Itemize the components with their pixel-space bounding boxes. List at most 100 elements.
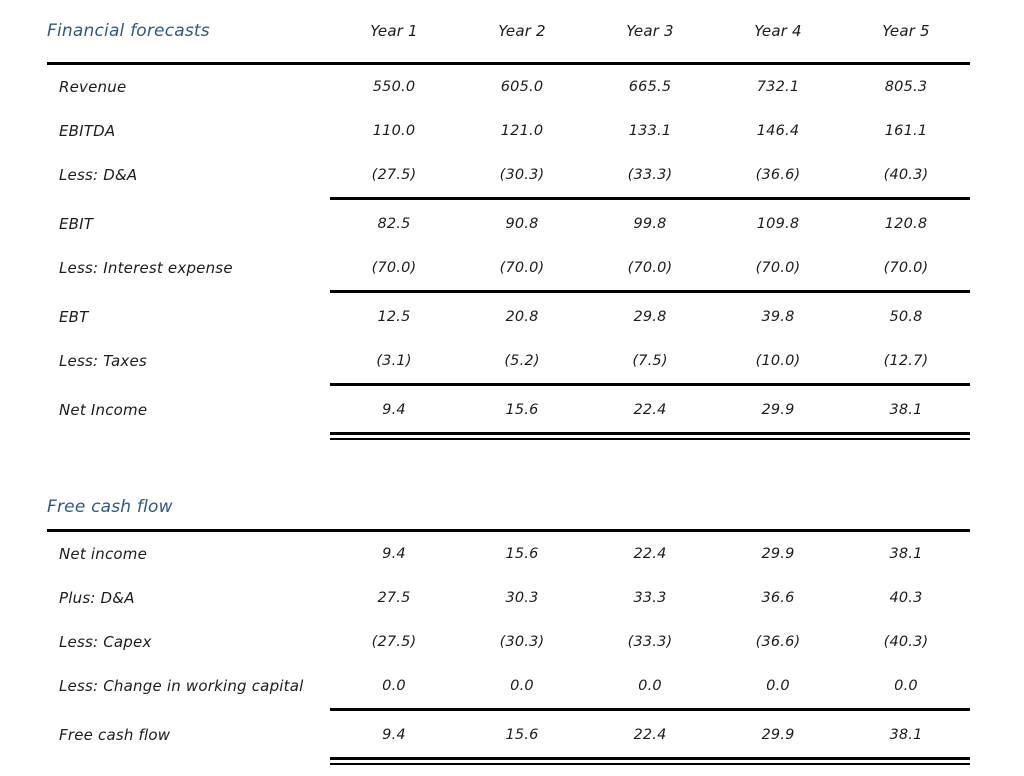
section-free-cash-flow: Free cash flow Net income 9.4 15.6 22.4 … [47, 485, 970, 766]
section-title: Free cash flow [47, 497, 173, 517]
cell-value: 15.6 [505, 727, 539, 743]
row-label: Revenue [59, 78, 127, 96]
row-label: Less: Change in working capital [59, 677, 304, 695]
row-label: Net Income [59, 401, 148, 419]
cell-value: 110.0 [372, 123, 416, 139]
cell-value: 0.0 [382, 678, 406, 694]
cell-value: (36.6) [755, 634, 801, 650]
cell-value: (40.3) [883, 634, 929, 650]
rule-line [330, 757, 970, 760]
cell-value: 38.1 [889, 546, 923, 562]
column-header-year-3: Year 3 [626, 22, 674, 40]
cell-value: 29.9 [761, 402, 795, 418]
header-rule [47, 529, 970, 532]
subtotal-rule [47, 383, 970, 388]
column-header-year-4: Year 4 [754, 22, 802, 40]
cell-value: 22.4 [633, 402, 667, 418]
cell-value: 605.0 [500, 79, 544, 95]
cell-value: 732.1 [756, 79, 800, 95]
header-row: Free cash flow [47, 485, 970, 529]
column-header-year-5: Year 5 [882, 22, 930, 40]
cell-value: 29.8 [633, 309, 667, 325]
column-headers: Year 1 Year 2 Year 3 Year 4 Year 5 [330, 22, 970, 40]
cell-value: 133.1 [628, 123, 672, 139]
row-label: Plus: D&A [59, 589, 135, 607]
rule-line [330, 763, 970, 765]
cell-value: 99.8 [633, 216, 667, 232]
cell-value: 665.5 [628, 79, 672, 95]
section-title: Financial forecasts [47, 21, 210, 41]
cell-value: 109.8 [756, 216, 800, 232]
row-label: Less: Capex [59, 633, 152, 651]
table-row-less-taxes: Less: Taxes (3.1) (5.2) (7.5) (10.0) (12… [47, 339, 970, 383]
row-label: EBT [59, 308, 89, 326]
cell-value: 161.1 [884, 123, 928, 139]
row-label: Less: Interest expense [59, 259, 233, 277]
cell-value: 38.1 [889, 402, 923, 418]
cell-value: 38.1 [889, 727, 923, 743]
cell-value: (3.1) [376, 353, 412, 369]
table-row-less-da: Less: D&A (27.5) (30.3) (33.3) (36.6) (4… [47, 153, 970, 197]
cell-value: 22.4 [633, 546, 667, 562]
cell-value: (30.3) [499, 167, 545, 183]
rule-line [330, 438, 970, 440]
table-row-ebit: EBIT 82.5 90.8 99.8 109.8 120.8 [47, 202, 970, 246]
cell-value: 36.6 [761, 590, 795, 606]
cell-value: (70.0) [371, 260, 417, 276]
column-header-year-1: Year 1 [370, 22, 418, 40]
cell-value: 0.0 [510, 678, 534, 694]
cell-value: 15.6 [505, 402, 539, 418]
rule-line [330, 197, 970, 200]
row-label: EBIT [59, 215, 94, 233]
cell-value: 805.3 [884, 79, 928, 95]
cell-value: (7.5) [632, 353, 668, 369]
cell-value: 22.4 [633, 727, 667, 743]
rule-line [330, 432, 970, 435]
cell-value: 12.5 [377, 309, 411, 325]
total-double-rule [47, 757, 970, 766]
cell-value: (5.2) [504, 353, 540, 369]
cell-value: (27.5) [371, 634, 417, 650]
table-row-ebitda: EBITDA 110.0 121.0 133.1 146.4 161.1 [47, 109, 970, 153]
cell-value: (27.5) [371, 167, 417, 183]
cell-value: (70.0) [499, 260, 545, 276]
subtotal-rule [47, 708, 970, 713]
rule-line [330, 383, 970, 386]
cell-value: 120.8 [884, 216, 928, 232]
table-row-plus-da: Plus: D&A 27.5 30.3 33.3 36.6 40.3 [47, 576, 970, 620]
cell-value: 20.8 [505, 309, 539, 325]
cell-value: (10.0) [755, 353, 801, 369]
cell-value: 82.5 [377, 216, 411, 232]
cell-value: 0.0 [638, 678, 662, 694]
cell-value: (33.3) [627, 634, 673, 650]
cell-value: (40.3) [883, 167, 929, 183]
header-row: Financial forecasts Year 1 Year 2 Year 3… [47, 0, 970, 62]
subtotal-rule [47, 290, 970, 295]
cell-value: 550.0 [372, 79, 416, 95]
row-label: Free cash flow [59, 726, 171, 744]
cell-value: 27.5 [377, 590, 411, 606]
rule-line [330, 708, 970, 711]
row-label: Less: D&A [59, 166, 138, 184]
table-row-free-cash-flow: Free cash flow 9.4 15.6 22.4 29.9 38.1 [47, 713, 970, 757]
table-row-less-interest: Less: Interest expense (70.0) (70.0) (70… [47, 246, 970, 290]
row-label: EBITDA [59, 122, 116, 140]
cell-value: 40.3 [889, 590, 923, 606]
cell-value: 121.0 [500, 123, 544, 139]
cell-value: 30.3 [505, 590, 539, 606]
table-row-less-change-wc: Less: Change in working capital 0.0 0.0 … [47, 664, 970, 708]
column-header-year-2: Year 2 [498, 22, 546, 40]
subtotal-rule [47, 197, 970, 202]
cell-value: (36.6) [755, 167, 801, 183]
table-row-less-capex: Less: Capex (27.5) (30.3) (33.3) (36.6) … [47, 620, 970, 664]
cell-value: 146.4 [756, 123, 800, 139]
cell-value: 0.0 [894, 678, 918, 694]
cell-value: 0.0 [766, 678, 790, 694]
cell-value: 39.8 [761, 309, 795, 325]
table-row-net-income-fcf: Net income 9.4 15.6 22.4 29.9 38.1 [47, 532, 970, 576]
section-financial-forecasts: Financial forecasts Year 1 Year 2 Year 3… [47, 0, 970, 441]
cell-value: 9.4 [382, 546, 406, 562]
header-rule [47, 62, 970, 65]
cell-value: 9.4 [382, 402, 406, 418]
